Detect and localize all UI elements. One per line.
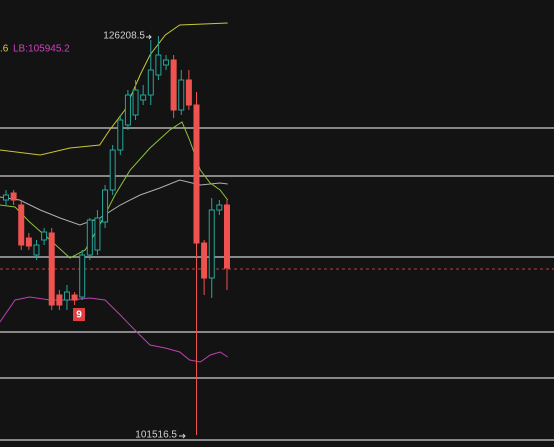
candle-body	[155, 54, 162, 76]
candle-body	[193, 104, 200, 244]
indicator-line	[0, 22, 228, 156]
upper-band-label: .6	[0, 44, 9, 55]
indicator-line	[0, 296, 228, 363]
low-label: 101516.5	[135, 430, 177, 441]
candle-body	[170, 59, 177, 111]
candle-body	[41, 231, 48, 241]
candle-body	[117, 119, 124, 151]
low-arrow	[179, 433, 186, 439]
candle-body	[63, 291, 70, 301]
candle-body	[147, 69, 154, 96]
candle-body	[163, 59, 170, 66]
candle-body	[79, 254, 86, 298]
candle-body	[71, 294, 78, 301]
candle-body	[102, 189, 109, 223]
candle-body	[223, 204, 230, 269]
candle-body	[208, 209, 215, 279]
lower-band-label: LB:105945.2	[13, 44, 70, 55]
candle-body	[56, 294, 63, 306]
candle-body	[3, 194, 9, 201]
candle-body	[109, 149, 116, 191]
candle-body	[185, 79, 192, 106]
candle-body	[33, 244, 40, 256]
candle-body	[178, 79, 185, 111]
candle-body	[86, 219, 93, 256]
indicator-line	[0, 179, 228, 226]
high-arrow	[146, 34, 152, 40]
candle-body	[10, 192, 17, 201]
count-badge	[73, 308, 85, 321]
candle-body	[25, 237, 32, 247]
candle-body	[18, 204, 25, 246]
candle-body	[140, 94, 147, 101]
high-label: 126208.5	[103, 31, 145, 42]
candle-body	[48, 232, 55, 306]
count-label: 9	[76, 310, 82, 321]
candle-body	[124, 94, 131, 126]
candle-body	[132, 89, 139, 116]
candle-body	[94, 217, 101, 251]
candle-body	[201, 242, 208, 279]
candle-body	[216, 204, 223, 211]
